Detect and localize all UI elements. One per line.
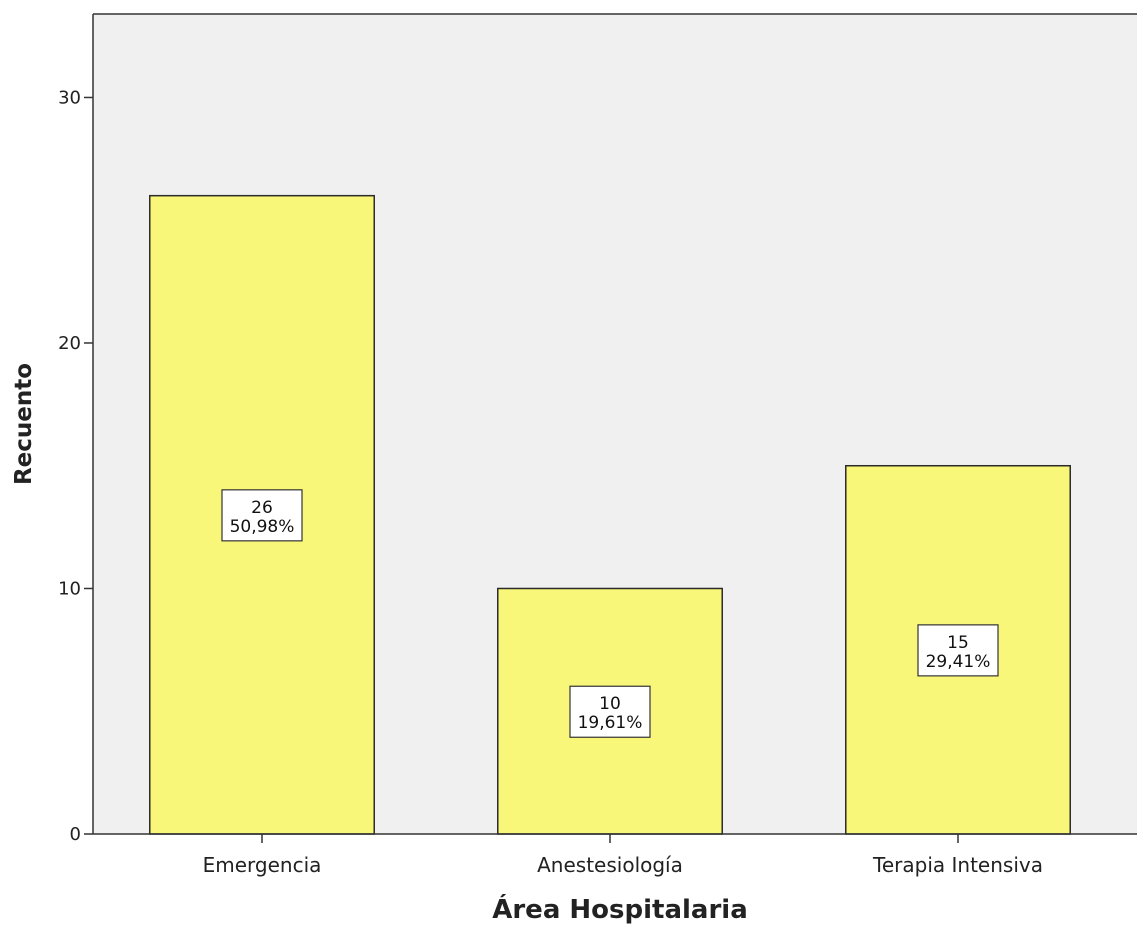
data-label-value-1: 10 <box>599 694 621 714</box>
data-label-box-0 <box>221 489 303 542</box>
y-tick-label-0: 0 <box>70 824 81 845</box>
x-tick-label-0: Emergencia <box>203 853 322 877</box>
x-tick-label-2: Terapia Intensiva <box>872 853 1043 877</box>
x-tick-label-1: Anestesiología <box>537 853 683 877</box>
y-axis-title: Recuento <box>11 363 37 485</box>
data-label-percent-0: 50,98% <box>230 517 295 537</box>
y-tick-label-3: 30 <box>58 87 81 108</box>
data-label-value-2: 15 <box>947 633 969 653</box>
data-label-value-0: 26 <box>251 498 273 518</box>
data-label-box-2 <box>917 624 999 677</box>
data-label-percent-2: 29,41% <box>926 652 991 672</box>
y-tick-label-2: 20 <box>58 333 81 354</box>
data-label-box-1 <box>569 685 651 738</box>
data-label-percent-1: 19,61% <box>578 713 643 733</box>
x-axis-title: Área Hospitalaria <box>492 893 748 925</box>
y-ticks-layer: 0 10 20 30 <box>58 87 93 845</box>
x-ticks-layer: Emergencia Anestesiología Terapia Intensiv… <box>203 834 1043 877</box>
y-tick-label-1: 10 <box>58 578 81 599</box>
